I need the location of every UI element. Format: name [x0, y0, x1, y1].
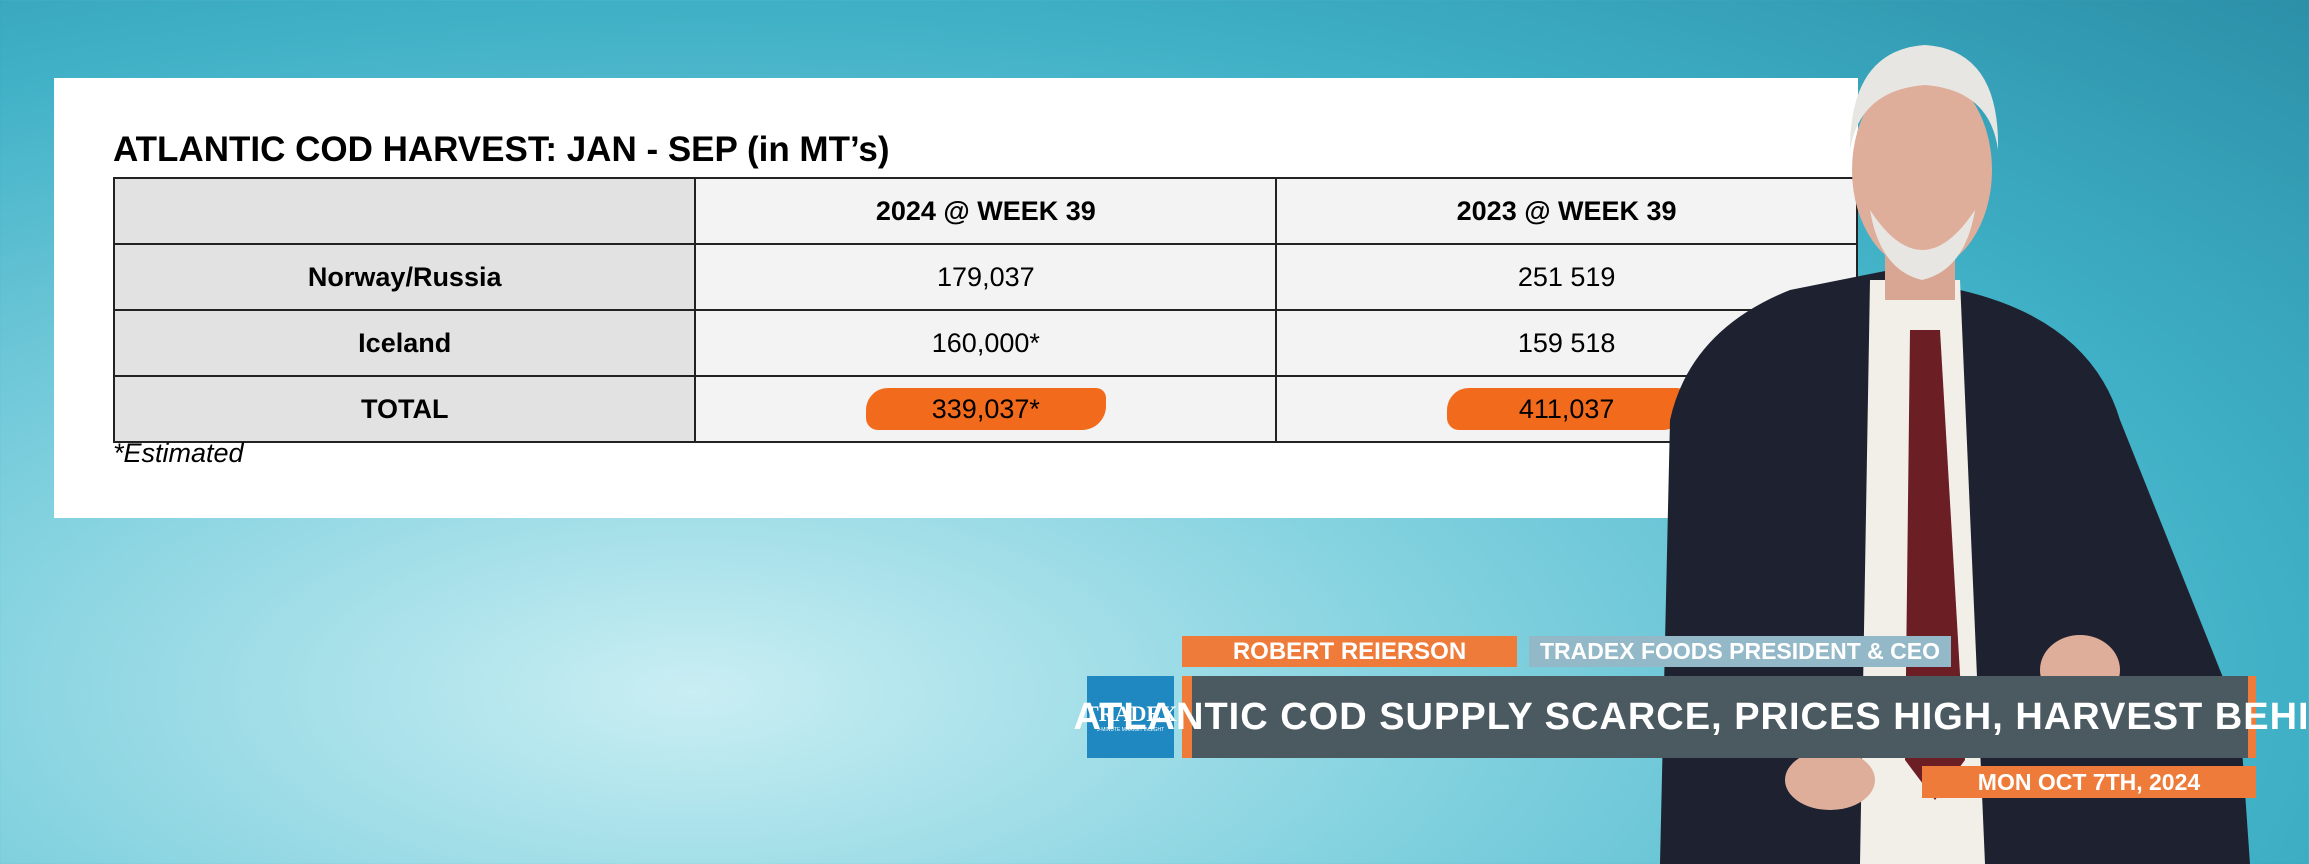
harvest-table: 2024 @ WEEK 39 2023 @ WEEK 39 Norway/Rus…: [112, 177, 1858, 443]
row: Norway/Russia 179,037 251 519: [112, 243, 1858, 311]
corner-cell: [112, 177, 697, 245]
cell: 251 519: [1275, 243, 1858, 311]
headline-bar: ATLANTIC COD SUPPLY SCARCE, PRICES HIGH,…: [1074, 676, 2309, 758]
logo: TRADEX 5-MINUTE MARKET INSIGHT: [1084, 676, 1177, 758]
row-label: TOTAL: [112, 375, 697, 443]
logo-name: TRADEX: [1084, 701, 1177, 726]
cell: 179,037: [694, 243, 1278, 311]
date-box: MON OCT 7TH, 2024: [1922, 766, 2256, 798]
header-row: 2024 @ WEEK 39 2023 @ WEEK 39: [112, 177, 1858, 245]
highlight: [865, 388, 1106, 430]
table-card: ATLANTIC COD HARVEST: JAN - SEP (in MT’s…: [54, 78, 1858, 518]
highlight: [1446, 388, 1687, 430]
header-cell: 2023 @ WEEK 39: [1275, 177, 1858, 245]
name-box: ROBERT REIERSON: [1182, 636, 1517, 667]
cell-text: 411,037: [1518, 393, 1615, 424]
cell: 160,000*: [694, 309, 1278, 377]
row-label: Norway/Russia: [112, 243, 697, 311]
table-title: ATLANTIC COD HARVEST: JAN - SEP (in MT’s…: [113, 130, 890, 169]
footnote: *Estimated: [113, 438, 244, 468]
logo-tagline: 5-MINUTE MARKET INSIGHT: [1096, 727, 1165, 733]
cell: 339,037*: [694, 375, 1278, 443]
cell-text: 339,037*: [931, 393, 1040, 424]
header-cell: 2024 @ WEEK 39: [694, 177, 1278, 245]
row-label: Iceland: [112, 309, 697, 377]
role-box: TRADEX FOODS PRESIDENT & CEO: [1529, 636, 1951, 667]
